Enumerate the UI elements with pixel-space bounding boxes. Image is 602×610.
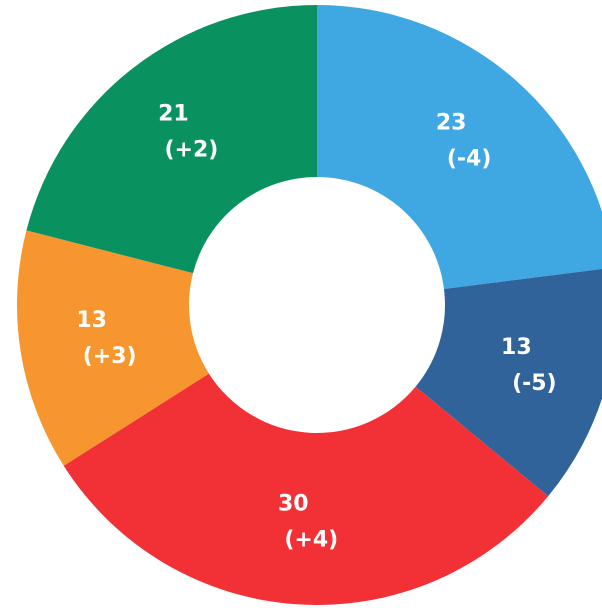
value-label: 13 <box>501 335 532 360</box>
change-label: (-5) <box>512 371 557 396</box>
donut-segment <box>26 5 318 274</box>
value-label: 13 <box>76 308 107 333</box>
value-label: 21 <box>158 102 189 127</box>
change-label: (+4) <box>284 528 338 553</box>
value-label: 23 <box>436 110 467 135</box>
change-label: (+2) <box>164 138 218 163</box>
donut-segment <box>17 230 209 466</box>
change-label: (+3) <box>83 344 137 369</box>
donut-segment <box>63 373 549 606</box>
donut-segment <box>415 268 602 497</box>
donut-segment <box>317 5 602 289</box>
value-label: 30 <box>278 492 309 517</box>
change-label: (-4) <box>447 146 492 171</box>
